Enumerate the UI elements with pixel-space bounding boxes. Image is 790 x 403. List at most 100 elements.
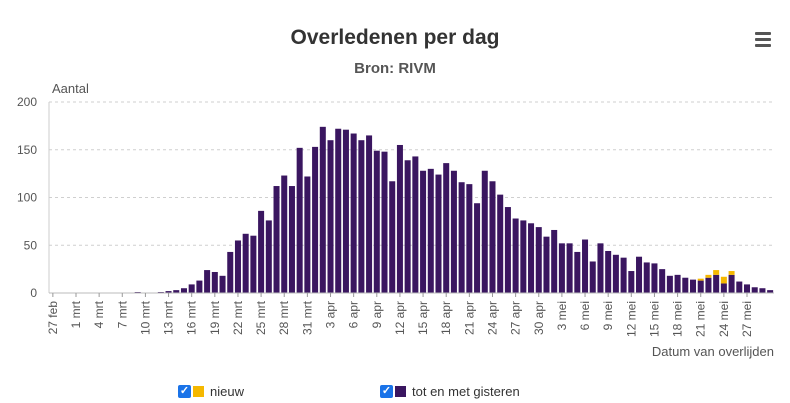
bar-nieuw[interactable]	[713, 270, 720, 275]
bar-tot-en-met-gisteren[interactable]	[273, 186, 280, 293]
bar-tot-en-met-gisteren[interactable]	[543, 236, 550, 293]
bar-tot-en-met-gisteren[interactable]	[582, 239, 589, 293]
bar-tot-en-met-gisteren[interactable]	[389, 181, 396, 293]
bar-tot-en-met-gisteren[interactable]	[535, 227, 542, 293]
bar-tot-en-met-gisteren[interactable]	[312, 146, 319, 293]
bar-tot-en-met-gisteren[interactable]	[504, 207, 511, 293]
x-tick-label: 30 apr	[532, 301, 546, 335]
bar-tot-en-met-gisteren[interactable]	[165, 291, 172, 293]
bar-tot-en-met-gisteren[interactable]	[666, 275, 673, 293]
bar-tot-en-met-gisteren[interactable]	[466, 184, 473, 293]
bar-tot-en-met-gisteren[interactable]	[720, 283, 727, 293]
bar-tot-en-met-gisteren[interactable]	[420, 170, 427, 293]
bar-tot-en-met-gisteren[interactable]	[651, 263, 658, 293]
bar-nieuw[interactable]	[728, 271, 735, 275]
bar-tot-en-met-gisteren[interactable]	[227, 251, 234, 293]
bar-tot-en-met-gisteren[interactable]	[736, 281, 743, 293]
bar-tot-en-met-gisteren[interactable]	[589, 261, 596, 293]
bar-tot-en-met-gisteren[interactable]	[288, 186, 295, 293]
bar-tot-en-met-gisteren[interactable]	[342, 129, 349, 293]
bar-tot-en-met-gisteren[interactable]	[196, 280, 203, 293]
bar-tot-en-met-gisteren[interactable]	[497, 194, 504, 293]
bar-tot-en-met-gisteren[interactable]	[381, 151, 388, 293]
bar-tot-en-met-gisteren[interactable]	[713, 274, 720, 293]
bar-tot-en-met-gisteren[interactable]	[435, 174, 442, 293]
bar-tot-en-met-gisteren[interactable]	[474, 203, 481, 293]
bar-tot-en-met-gisteren[interactable]	[528, 223, 535, 293]
bar-tot-en-met-gisteren[interactable]	[728, 274, 735, 293]
bar-tot-en-met-gisteren[interactable]	[743, 284, 751, 293]
bar-layer	[134, 126, 774, 293]
bar-tot-en-met-gisteren[interactable]	[296, 147, 303, 293]
x-tick-label: 15 apr	[416, 301, 430, 335]
bar-nieuw[interactable]	[705, 274, 712, 278]
x-tick-label: 6 apr	[347, 301, 361, 328]
bar-tot-en-met-gisteren[interactable]	[767, 290, 774, 293]
bar-tot-en-met-gisteren[interactable]	[682, 277, 689, 293]
bar-tot-en-met-gisteren[interactable]	[520, 220, 527, 293]
bar-tot-en-met-gisteren[interactable]	[458, 182, 465, 293]
x-tick-label: 21 mei	[694, 301, 708, 337]
bar-tot-en-met-gisteren[interactable]	[674, 274, 681, 293]
bar-tot-en-met-gisteren[interactable]	[628, 271, 635, 293]
bar-tot-en-met-gisteren[interactable]	[204, 270, 211, 293]
bar-nieuw[interactable]	[720, 276, 727, 284]
bar-tot-en-met-gisteren[interactable]	[705, 277, 712, 293]
bar-tot-en-met-gisteren[interactable]	[373, 150, 380, 293]
bar-tot-en-met-gisteren[interactable]	[751, 287, 758, 293]
x-tick-label: 24 mei	[717, 301, 731, 337]
bar-tot-en-met-gisteren[interactable]	[597, 243, 604, 293]
legend-item-tot-en-met-gisteren[interactable]: ✓ tot en met gisteren	[380, 384, 520, 399]
bar-tot-en-met-gisteren[interactable]	[566, 243, 573, 293]
bar-tot-en-met-gisteren[interactable]	[450, 170, 457, 293]
bar-tot-en-met-gisteren[interactable]	[250, 235, 257, 293]
bar-tot-en-met-gisteren[interactable]	[404, 160, 411, 293]
bar-tot-en-met-gisteren[interactable]	[319, 126, 326, 293]
bar-tot-en-met-gisteren[interactable]	[412, 156, 419, 293]
bar-tot-en-met-gisteren[interactable]	[350, 133, 357, 293]
bar-tot-en-met-gisteren[interactable]	[643, 262, 650, 293]
bar-tot-en-met-gisteren[interactable]	[358, 140, 365, 293]
bar-tot-en-met-gisteren[interactable]	[335, 128, 342, 293]
checkbox-icon[interactable]: ✓	[178, 385, 191, 398]
hamburger-menu-icon[interactable]	[753, 30, 773, 48]
bar-tot-en-met-gisteren[interactable]	[697, 280, 704, 293]
x-tick-label: 22 mrt	[231, 300, 245, 335]
bar-tot-en-met-gisteren[interactable]	[759, 288, 766, 293]
x-tick-label: 28 mrt	[277, 300, 291, 335]
checkbox-icon[interactable]: ✓	[380, 385, 393, 398]
bar-tot-en-met-gisteren[interactable]	[574, 251, 581, 293]
bar-tot-en-met-gisteren[interactable]	[396, 144, 403, 293]
bar-tot-en-met-gisteren[interactable]	[188, 284, 195, 293]
bar-tot-en-met-gisteren[interactable]	[327, 140, 334, 293]
bar-tot-en-met-gisteren[interactable]	[173, 290, 180, 293]
chart-subtitle: Bron: RIVM	[354, 60, 436, 77]
bar-tot-en-met-gisteren[interactable]	[258, 210, 265, 293]
bar-tot-en-met-gisteren[interactable]	[427, 168, 434, 293]
bar-tot-en-met-gisteren[interactable]	[489, 181, 496, 293]
bar-tot-en-met-gisteren[interactable]	[551, 229, 558, 293]
bar-tot-en-met-gisteren[interactable]	[219, 275, 226, 293]
bar-tot-en-met-gisteren[interactable]	[558, 243, 565, 293]
bar-tot-en-met-gisteren[interactable]	[605, 250, 612, 293]
bar-tot-en-met-gisteren[interactable]	[304, 176, 311, 293]
bar-tot-en-met-gisteren[interactable]	[281, 175, 288, 293]
bar-tot-en-met-gisteren[interactable]	[636, 256, 643, 293]
x-tick-label: 24 apr	[485, 301, 499, 335]
bar-tot-en-met-gisteren[interactable]	[690, 279, 697, 293]
bar-tot-en-met-gisteren[interactable]	[481, 170, 488, 293]
bar-tot-en-met-gisteren[interactable]	[443, 163, 450, 293]
bar-tot-en-met-gisteren[interactable]	[366, 135, 373, 293]
bar-tot-en-met-gisteren[interactable]	[612, 254, 619, 293]
bar-tot-en-met-gisteren[interactable]	[180, 288, 187, 293]
bar-tot-en-met-gisteren[interactable]	[659, 269, 666, 293]
bar-nieuw[interactable]	[697, 278, 704, 281]
bar-tot-en-met-gisteren[interactable]	[620, 257, 627, 293]
bar-tot-en-met-gisteren[interactable]	[242, 233, 249, 293]
chart-title: Overledenen per dag	[290, 26, 500, 49]
bar-tot-en-met-gisteren[interactable]	[211, 271, 218, 293]
bar-tot-en-met-gisteren[interactable]	[512, 218, 519, 293]
legend-item-nieuw[interactable]: ✓ nieuw	[178, 384, 244, 399]
bar-tot-en-met-gisteren[interactable]	[265, 220, 272, 293]
bar-tot-en-met-gisteren[interactable]	[234, 240, 241, 293]
